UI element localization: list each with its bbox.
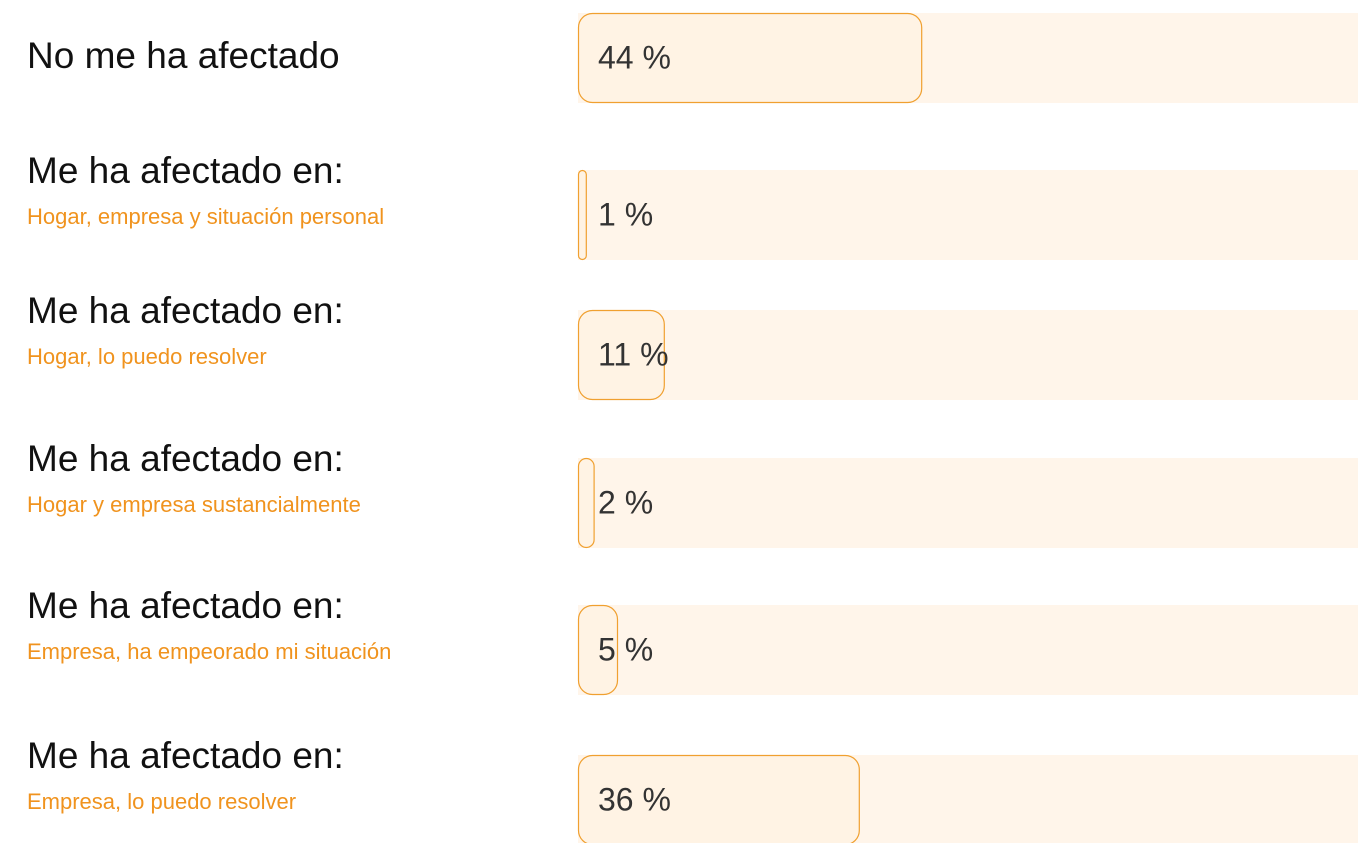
category-label: Me ha afectado en:	[27, 150, 344, 191]
category-label: Me ha afectado en:	[27, 290, 344, 331]
subcategory-label: Hogar, empresa y situación personal	[27, 204, 384, 229]
bar	[577, 309, 665, 401]
bar-track	[578, 310, 1358, 400]
category-label: Me ha afectado en:	[27, 735, 344, 776]
bar	[577, 12, 923, 104]
category-label: No me ha afectado	[27, 35, 340, 76]
category-label: Me ha afectado en:	[27, 585, 344, 626]
value-label: 2 %	[598, 484, 653, 520]
value-label: 36 %	[598, 781, 671, 817]
subcategory-label: Hogar, lo puedo resolver	[27, 344, 267, 369]
bar	[577, 169, 587, 261]
value-label: 1 %	[598, 196, 653, 232]
value-label: 44 %	[598, 39, 671, 75]
bar	[577, 754, 860, 843]
value-label: 11 %	[598, 336, 669, 372]
subcategory-label: Empresa, ha empeorado mi situación	[27, 639, 391, 664]
subcategory-label: Hogar y empresa sustancialmente	[27, 492, 361, 517]
bar-track	[578, 170, 1358, 260]
value-label: 5 %	[598, 631, 653, 667]
bar-track	[578, 605, 1358, 695]
bar	[577, 604, 619, 696]
category-label: Me ha afectado en:	[27, 438, 344, 479]
bar-track	[578, 458, 1358, 548]
subcategory-label: Empresa, lo puedo resolver	[27, 789, 296, 814]
bar	[577, 457, 595, 549]
